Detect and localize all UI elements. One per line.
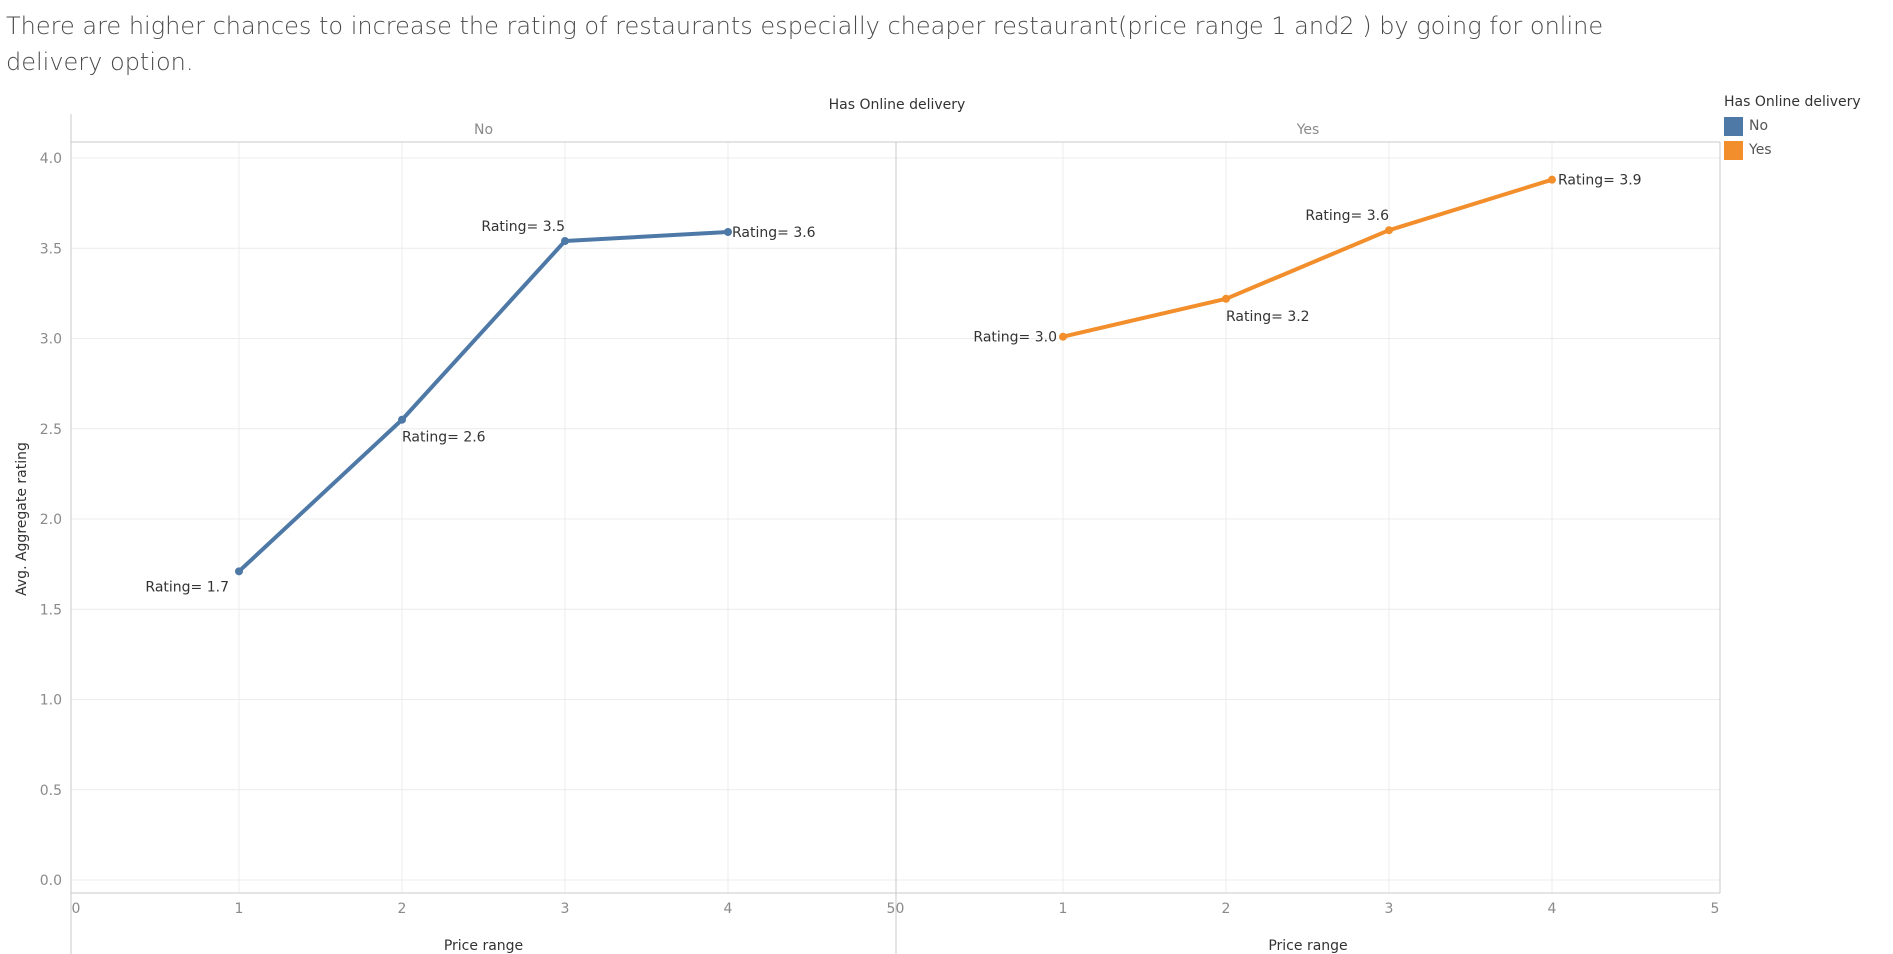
- data-label-no: Rating= 2.6: [402, 430, 486, 446]
- legend-swatch-no: [1724, 116, 1743, 136]
- legend-item-yes[interactable]: Yes: [1724, 138, 1889, 162]
- panel-label-yes: Yes: [1296, 122, 1320, 138]
- x-tick-label: 0: [72, 901, 81, 917]
- y-tick-label: 2.0: [40, 512, 62, 528]
- data-label-yes: Rating= 3.9: [1558, 173, 1642, 189]
- data-point-yes[interactable]: [1059, 332, 1067, 341]
- data-label-no: Rating= 1.7: [145, 579, 229, 595]
- y-tick-label: 4.0: [40, 151, 62, 167]
- chart-title: There are higher chances to increase the…: [6, 12, 1604, 76]
- data-point-no[interactable]: [235, 567, 243, 576]
- y-tick-label: 0.5: [40, 783, 62, 799]
- data-point-no[interactable]: [561, 237, 569, 246]
- x-tick-label: 2: [1222, 901, 1231, 917]
- data-point-yes[interactable]: [1222, 294, 1230, 303]
- legend-swatch-yes: [1724, 140, 1743, 160]
- data-label-yes: Rating= 3.6: [1305, 208, 1389, 224]
- series-line-yes: [1061, 177, 1554, 339]
- x-tick-label: 4: [1548, 901, 1557, 917]
- legend-title: Has Online delivery: [1724, 94, 1861, 110]
- legend-item-no[interactable]: No: [1724, 114, 1889, 138]
- x-axis-title: Price range: [1268, 938, 1347, 954]
- x-tick-label: 3: [1385, 901, 1394, 917]
- legend-label-yes: Yes: [1749, 142, 1772, 158]
- data-label-no: Rating= 3.5: [481, 219, 565, 235]
- y-tick-label: 3.5: [40, 241, 62, 257]
- x-tick-label: 4: [724, 901, 733, 917]
- panel-label-no: No: [474, 122, 493, 138]
- data-point-yes[interactable]: [1385, 226, 1393, 235]
- data-label-yes: Rating= 3.0: [973, 330, 1057, 346]
- data-label-no: Rating= 3.6: [732, 225, 816, 241]
- data-label-yes: Rating= 3.2: [1226, 309, 1310, 325]
- x-tick-label: 3: [561, 901, 570, 917]
- axis-layer: 0.0 0.5 1.0 1.5 2.0 2.5 3.0 3.5 4.0 0 1 2 3 4 5 Price r…: [40, 114, 1721, 954]
- series-line-no: [237, 230, 730, 574]
- series-layer: [235, 175, 1556, 576]
- data-point-yes[interactable]: [1548, 175, 1556, 184]
- data-point-no[interactable]: [398, 415, 406, 424]
- y-axis-title: Avg. Aggregate rating: [14, 442, 30, 596]
- y-tick-label: 2.5: [40, 422, 62, 438]
- x-tick-label: 5: [887, 901, 896, 917]
- legend-label-no: No: [1749, 118, 1769, 134]
- x-tick-label: 1: [235, 901, 244, 917]
- y-tick-label: 1.0: [40, 693, 62, 709]
- x-axis-title: Price range: [444, 938, 523, 954]
- x-tick-label: 5: [1711, 901, 1720, 917]
- legend: Has Online delivery No Yes: [1724, 94, 1889, 162]
- y-tick-label: 0.0: [40, 873, 62, 889]
- column-header: Has Online delivery: [829, 97, 966, 113]
- label-layer: Rating= 1.7 Rating= 2.6 Rating= 3.5 Rating=…: [145, 173, 1641, 596]
- data-point-no[interactable]: [724, 228, 732, 237]
- y-tick-label: 1.5: [40, 602, 62, 618]
- x-tick-label: 0: [896, 901, 905, 917]
- y-tick-label: 3.0: [40, 332, 62, 348]
- x-tick-label: 2: [398, 901, 407, 917]
- x-tick-label: 1: [1059, 901, 1068, 917]
